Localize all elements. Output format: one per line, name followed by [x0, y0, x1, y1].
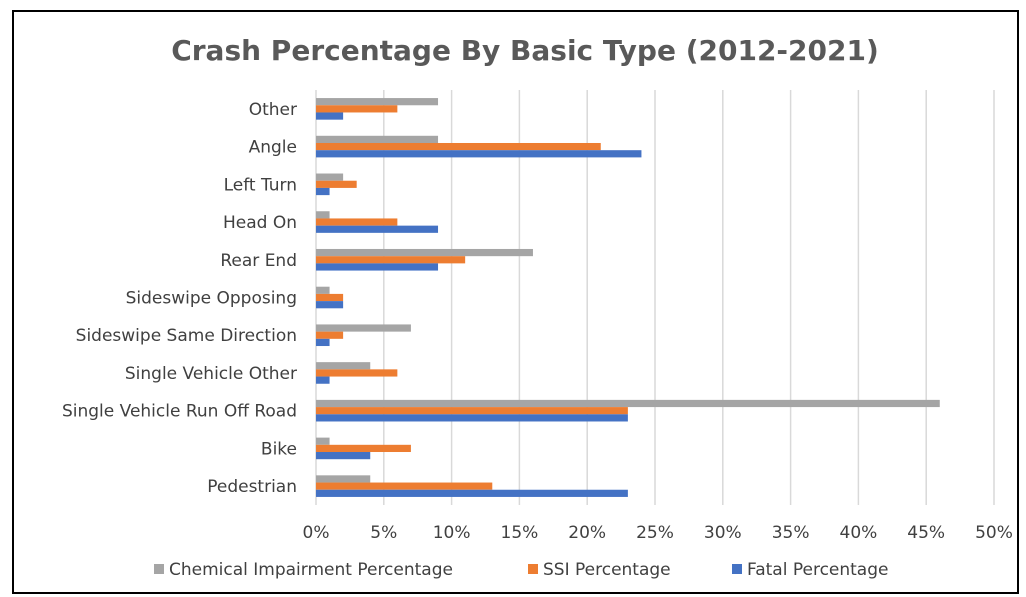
bar	[316, 407, 628, 415]
bar	[316, 98, 439, 106]
bar	[316, 150, 642, 158]
legend-swatch	[154, 564, 164, 574]
legend-entry: Chemical Impairment Percentage	[169, 560, 453, 580]
bar	[316, 218, 398, 226]
bar	[316, 338, 330, 347]
category-label: Left Turn	[224, 175, 297, 195]
bar	[316, 112, 344, 120]
bar	[316, 211, 330, 219]
bar	[316, 263, 439, 271]
category-label: Other	[249, 100, 297, 120]
x-tick-label: 45%	[907, 523, 945, 543]
chart-svg: Crash Percentage By Basic Type (2012-202…	[62, 34, 1013, 580]
bar	[316, 135, 439, 143]
bar	[316, 331, 344, 339]
category-label: Bike	[261, 439, 297, 459]
bar	[316, 437, 330, 445]
x-tick-label: 35%	[772, 523, 810, 543]
bar	[316, 324, 411, 332]
bar	[316, 482, 493, 490]
category-label: Pedestrian	[207, 477, 297, 497]
legend: Chemical Impairment Percentage SSI Percen…	[154, 560, 888, 580]
bar	[316, 369, 398, 377]
category-label: Head On	[223, 213, 297, 233]
category-labels: Other Angle Left Turn Head On Rear End Sidesw…	[62, 100, 297, 497]
bar	[316, 444, 411, 453]
x-tick-label: 40%	[840, 523, 878, 543]
legend-swatch	[528, 564, 538, 574]
x-tick-label: 20%	[568, 523, 606, 543]
category-label: Single Vehicle Run Off Road	[62, 402, 297, 422]
bar	[316, 301, 344, 309]
x-tick-label: 10%	[433, 523, 471, 543]
x-tick-label: 0%	[303, 523, 330, 543]
bar	[316, 362, 371, 370]
bar	[316, 225, 439, 233]
bar	[316, 414, 628, 422]
bars	[316, 98, 940, 497]
x-tick-label: 50%	[975, 523, 1013, 543]
bar	[316, 399, 940, 408]
bar	[316, 142, 601, 151]
chart-title: Crash Percentage By Basic Type (2012-202…	[171, 34, 879, 67]
category-label: Single Vehicle Other	[125, 364, 297, 384]
bar	[316, 489, 628, 497]
x-tick-labels: 0% 5% 10% 15% 20% 25% 30% 35% 40% 45% 50%	[303, 523, 1013, 543]
bar	[316, 105, 398, 113]
bar	[316, 256, 466, 264]
bar	[316, 475, 371, 483]
legend-swatch	[732, 564, 742, 574]
bar	[316, 376, 330, 384]
bar	[316, 293, 344, 302]
bar	[316, 180, 357, 188]
category-label: Sideswipe Same Direction	[76, 326, 297, 346]
category-label: Sideswipe Opposing	[126, 289, 297, 309]
gridlines	[315, 90, 995, 505]
x-tick-label: 25%	[636, 523, 674, 543]
bar	[316, 187, 330, 196]
category-label: Rear End	[220, 251, 297, 271]
bar	[316, 452, 371, 460]
category-label: Angle	[249, 138, 297, 158]
x-tick-label: 5%	[370, 523, 397, 543]
legend-entry: SSI Percentage	[543, 560, 671, 580]
bar	[316, 173, 344, 181]
bar	[316, 286, 330, 294]
bar	[316, 248, 533, 257]
x-tick-label: 15%	[501, 523, 539, 543]
chart-frame: Crash Percentage By Basic Type (2012-202…	[12, 10, 1019, 594]
legend-entry: Fatal Percentage	[747, 560, 888, 580]
x-tick-label: 30%	[704, 523, 742, 543]
